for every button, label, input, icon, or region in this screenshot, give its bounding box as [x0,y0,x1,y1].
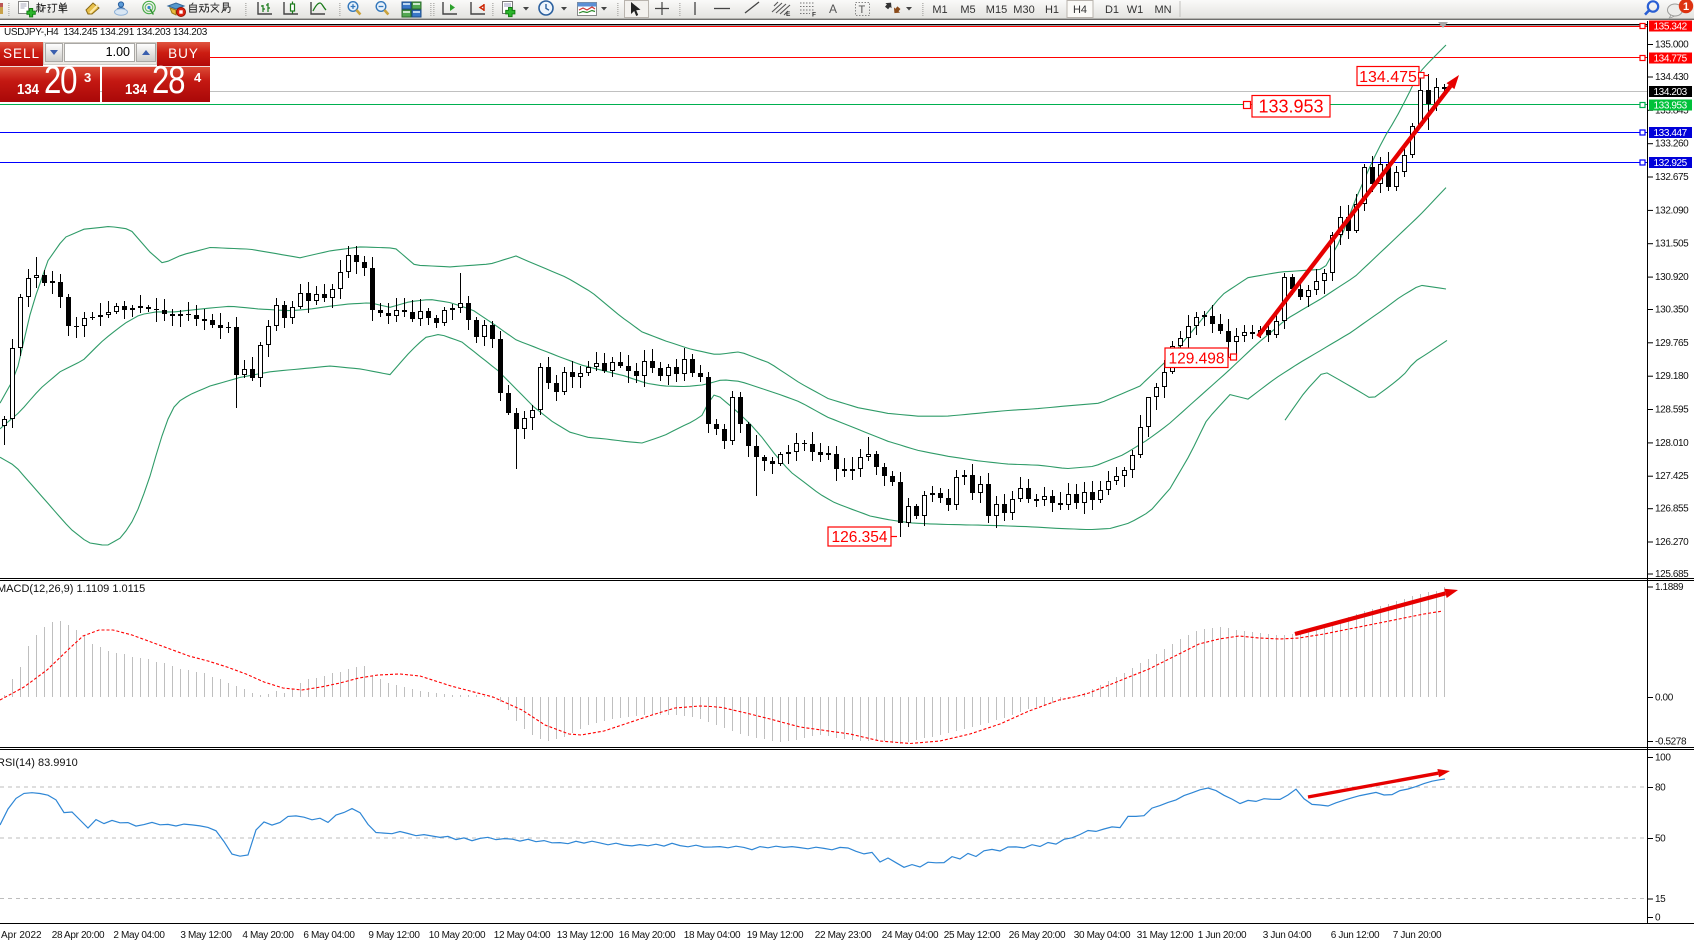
svg-text:130.350: 130.350 [1655,305,1689,316]
svg-text:E: E [786,11,791,18]
svg-text:7 Jun 20:00: 7 Jun 20:00 [1393,930,1442,941]
svg-text:28 Apr 20:00: 28 Apr 20:00 [52,930,105,941]
svg-text:31 May 12:00: 31 May 12:00 [1137,930,1194,941]
svg-text:80: 80 [1655,783,1666,794]
svg-text:0.00: 0.00 [1655,693,1674,704]
svg-text:134.203: 134.203 [1654,87,1688,98]
svg-text:D1: D1 [1105,4,1119,16]
svg-text:133.953: 133.953 [1654,101,1688,112]
svg-text:1: 1 [1683,1,1689,13]
svg-text:2 May 04:00: 2 May 04:00 [113,930,165,941]
svg-text:131.505: 131.505 [1655,239,1689,250]
svg-text:12 May 04:00: 12 May 04:00 [494,930,551,941]
svg-text:3 May 12:00: 3 May 12:00 [180,930,232,941]
svg-text:A: A [829,2,837,16]
svg-text:M15: M15 [986,4,1007,16]
svg-text:128.010: 128.010 [1655,438,1689,449]
svg-text:13 May 12:00: 13 May 12:00 [557,930,614,941]
svg-text:1.1889: 1.1889 [1655,582,1684,593]
svg-text:4 May 20:00: 4 May 20:00 [242,930,294,941]
svg-text:H1: H1 [1045,4,1059,16]
svg-text:3 Jun 04:00: 3 Jun 04:00 [1263,930,1312,941]
svg-text:130.920: 130.920 [1655,272,1689,283]
svg-text:135.000: 135.000 [1655,40,1689,51]
svg-text:6 Jun 12:00: 6 Jun 12:00 [1331,930,1380,941]
svg-text:50: 50 [1655,834,1666,845]
svg-text:24 May 04:00: 24 May 04:00 [882,930,939,941]
svg-text:W1: W1 [1127,4,1144,16]
svg-text:F: F [812,12,816,19]
svg-text:133.447: 133.447 [1654,128,1688,139]
svg-text:22 May 23:00: 22 May 23:00 [815,930,872,941]
svg-text:H4: H4 [1073,4,1087,16]
svg-text:26 May 20:00: 26 May 20:00 [1009,930,1066,941]
svg-text:134.775: 134.775 [1654,54,1688,65]
svg-text:125.685: 125.685 [1655,569,1689,580]
svg-text:MACD(12,26,9) 1.1109 1.0115: MACD(12,26,9) 1.1109 1.0115 [0,583,145,595]
svg-text:126.270: 126.270 [1655,537,1689,548]
svg-text:18 May 04:00: 18 May 04:00 [684,930,741,941]
svg-text:127.425: 127.425 [1655,471,1689,482]
svg-text:9 May 12:00: 9 May 12:00 [368,930,420,941]
svg-text:132.090: 132.090 [1655,205,1689,216]
svg-text:19 May 12:00: 19 May 12:00 [747,930,804,941]
svg-text:128.595: 128.595 [1655,405,1689,416]
svg-text:RSI(14) 83.9910: RSI(14) 83.9910 [0,757,78,769]
svg-text:129.765: 129.765 [1655,338,1689,349]
svg-text:USDJPY-,H4 134.245 134.291 13: USDJPY-,H4 134.245 134.291 134.203 134.2… [4,27,208,38]
svg-text:133.845: 133.845 [1655,105,1689,116]
svg-text:100: 100 [1655,753,1671,764]
svg-text:135.342: 135.342 [1654,22,1688,33]
svg-text:6 May 04:00: 6 May 04:00 [303,930,355,941]
svg-text:-0.5278: -0.5278 [1655,737,1687,748]
svg-text:132.675: 132.675 [1655,172,1689,183]
svg-text:126.354: 126.354 [831,529,887,546]
svg-text:25 May 12:00: 25 May 12:00 [944,930,1001,941]
svg-text:126.855: 126.855 [1655,504,1689,515]
svg-text:132.925: 132.925 [1654,158,1688,169]
svg-text:1 Jun 20:00: 1 Jun 20:00 [1198,930,1247,941]
svg-text:10 May 20:00: 10 May 20:00 [429,930,486,941]
svg-text:129.498: 129.498 [1168,350,1224,367]
svg-text:30 May 04:00: 30 May 04:00 [1074,930,1131,941]
svg-text:T: T [859,4,866,16]
svg-text:M5: M5 [960,4,975,16]
svg-text:Apr 2022: Apr 2022 [1,930,42,941]
svg-text:134.475: 134.475 [1359,69,1417,86]
svg-text:133.260: 133.260 [1655,139,1689,150]
svg-text:129.180: 129.180 [1655,371,1689,382]
svg-text:133.953: 133.953 [1258,97,1323,117]
svg-text:134.430: 134.430 [1655,72,1689,83]
svg-text:M1: M1 [932,4,947,16]
svg-text:MN: MN [1154,4,1171,16]
svg-text:15: 15 [1655,894,1666,905]
svg-text:0: 0 [1655,913,1661,924]
svg-text:M30: M30 [1013,4,1034,16]
svg-text:16 May 20:00: 16 May 20:00 [619,930,676,941]
